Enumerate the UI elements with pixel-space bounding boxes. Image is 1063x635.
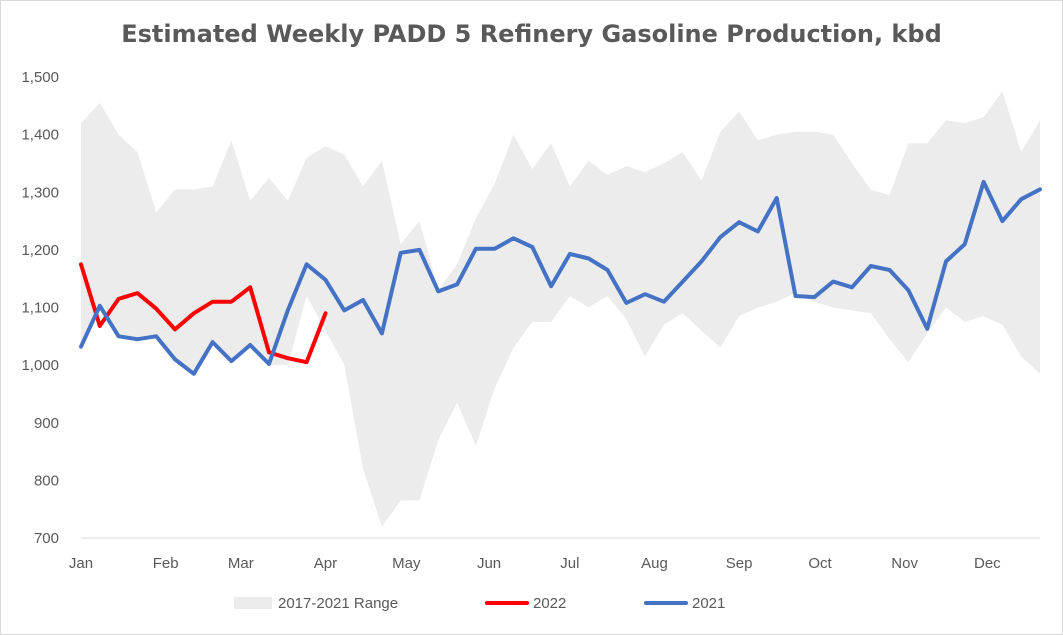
legend-swatch-2017-2021-range [234, 597, 272, 609]
y-tick-label: 700 [34, 530, 59, 547]
y-tick-label: 900 [34, 415, 59, 432]
legend-label-2021: 2021 [692, 595, 725, 612]
y-tick-label: 1,400 [21, 127, 59, 144]
legend-label-2022: 2022 [533, 595, 566, 612]
y-tick-label: 800 [34, 472, 59, 489]
x-tick-label: Sep [726, 555, 753, 572]
series-line-2021 [79, 179, 1042, 376]
y-tick-label: 1,100 [21, 300, 59, 317]
y-tick-label: 1,200 [21, 242, 59, 259]
y-tick-label: 1,500 [21, 69, 59, 86]
y-tick-label: 1,000 [21, 357, 59, 374]
x-tick-label: Oct [808, 555, 832, 572]
legend-label-2017-2021-range: 2017-2021 Range [278, 595, 398, 612]
x-tick-label: Mar [228, 555, 254, 572]
chart-title: Estimated Weekly PADD 5 Refinery Gasolin… [121, 20, 942, 48]
range-area [81, 91, 1040, 527]
y-tick-label: 1,300 [21, 184, 59, 201]
series-line-2022 [79, 262, 328, 365]
x-tick-label: Feb [153, 555, 179, 572]
x-tick-label: Aug [641, 555, 668, 572]
x-tick-label: Jul [560, 555, 579, 572]
x-tick-label: Dec [974, 555, 1001, 572]
x-tick-label: Jan [69, 555, 93, 572]
x-tick-label: Nov [891, 555, 918, 572]
x-tick-label: Apr [314, 555, 337, 572]
x-tick-label: May [392, 555, 421, 572]
x-tick-label: Jun [477, 555, 501, 572]
